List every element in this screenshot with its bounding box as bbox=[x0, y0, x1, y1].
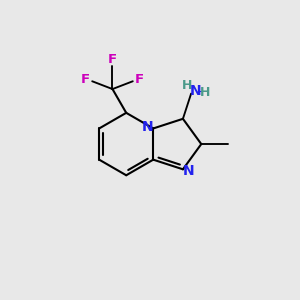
Text: H: H bbox=[200, 86, 211, 99]
Text: F: F bbox=[108, 52, 117, 66]
Text: –: – bbox=[199, 85, 205, 98]
Text: N: N bbox=[142, 120, 154, 134]
Text: H: H bbox=[182, 79, 193, 92]
Text: N: N bbox=[190, 84, 201, 98]
Text: F: F bbox=[135, 73, 144, 86]
Text: F: F bbox=[81, 73, 90, 86]
Text: N: N bbox=[182, 164, 194, 178]
